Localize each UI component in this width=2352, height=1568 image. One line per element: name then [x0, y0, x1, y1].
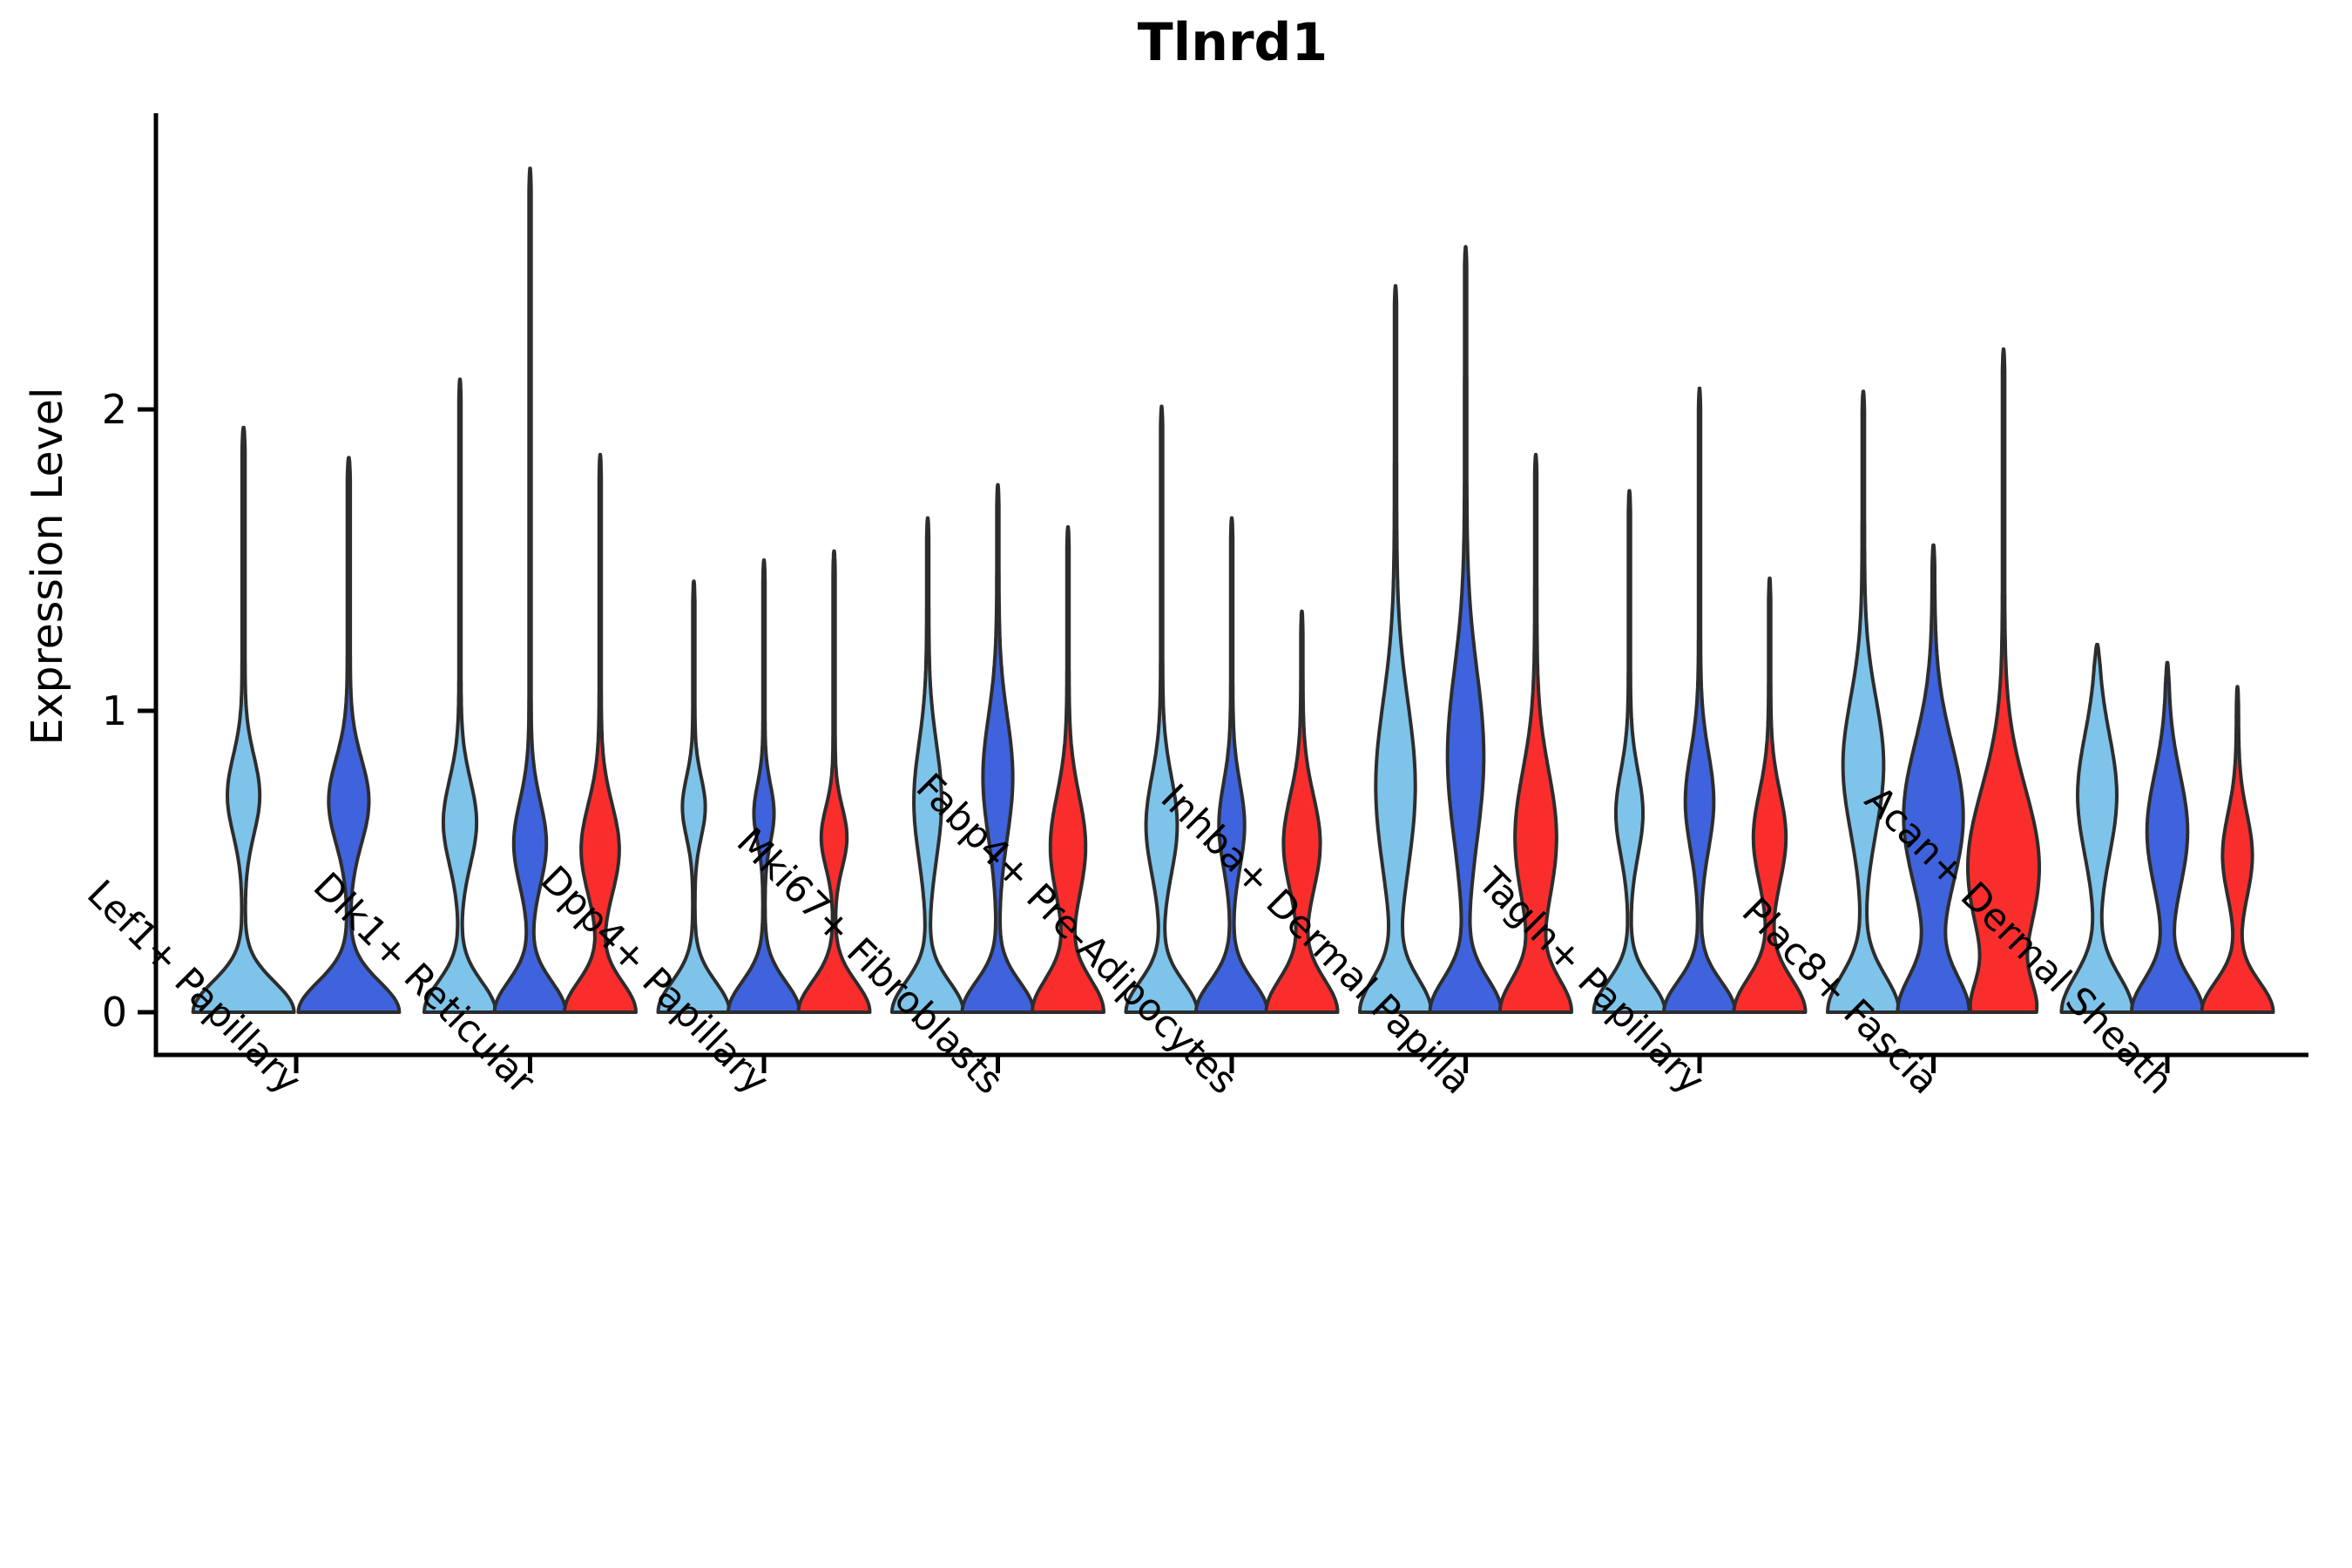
- y-tick-label-0: 0: [101, 989, 127, 1036]
- violin-fabp4-pre-adipocytes-s2: [1194, 516, 1269, 1014]
- violin-dlk1-reticular-s1: [422, 377, 497, 1014]
- violin-inhba-dermal-papilla-s1: [1358, 284, 1433, 1014]
- violin-mki67-fibroblasts-s3: [1031, 524, 1105, 1014]
- plot-title: Tlnrd1: [1137, 12, 1328, 73]
- violin-dlk1-reticular-s3: [563, 452, 638, 1014]
- violin-tagln-papillary-s3: [1732, 576, 1808, 1014]
- violin-fabp4-pre-adipocytes-s3: [1264, 609, 1340, 1014]
- violin-inhba-dermal-papilla-s2: [1428, 245, 1504, 1014]
- y-tick-label-2: 2: [101, 386, 127, 433]
- violin-dpp4-papillary-s2: [727, 558, 801, 1014]
- violin-inhba-dermal-papilla-s3: [1498, 452, 1573, 1014]
- y-tick-label-1: 1: [101, 687, 127, 734]
- violin-mki67-fibroblasts-s1: [890, 516, 965, 1014]
- violin-acan-dermal-sheath-s1: [2059, 642, 2135, 1014]
- violin-dpp4-papillary-s1: [656, 579, 732, 1014]
- violin-dlk1-reticular-s2: [492, 166, 568, 1014]
- y-axis-label: Expression Level: [23, 387, 72, 746]
- violin-plac8-fascia-s2: [1896, 543, 1971, 1014]
- violin-dpp4-papillary-s3: [796, 549, 872, 1014]
- violin-acan-dermal-sheath-s3: [2200, 685, 2275, 1014]
- violin-lef1-papillary-s1: [191, 425, 296, 1014]
- violin-fabp4-pre-adipocytes-s1: [1124, 404, 1200, 1014]
- violin-acan-dermal-sheath-s2: [2130, 660, 2205, 1014]
- violin-mki67-fibroblasts-s2: [960, 483, 1036, 1014]
- violin-tagln-papillary-s2: [1662, 386, 1737, 1014]
- violin-plac8-fascia-s1: [1826, 389, 1901, 1014]
- violin-lef1-papillary-s2: [296, 456, 402, 1014]
- violin-plac8-fascia-s3: [1966, 347, 2041, 1014]
- violin-tagln-papillary-s1: [1592, 489, 1667, 1014]
